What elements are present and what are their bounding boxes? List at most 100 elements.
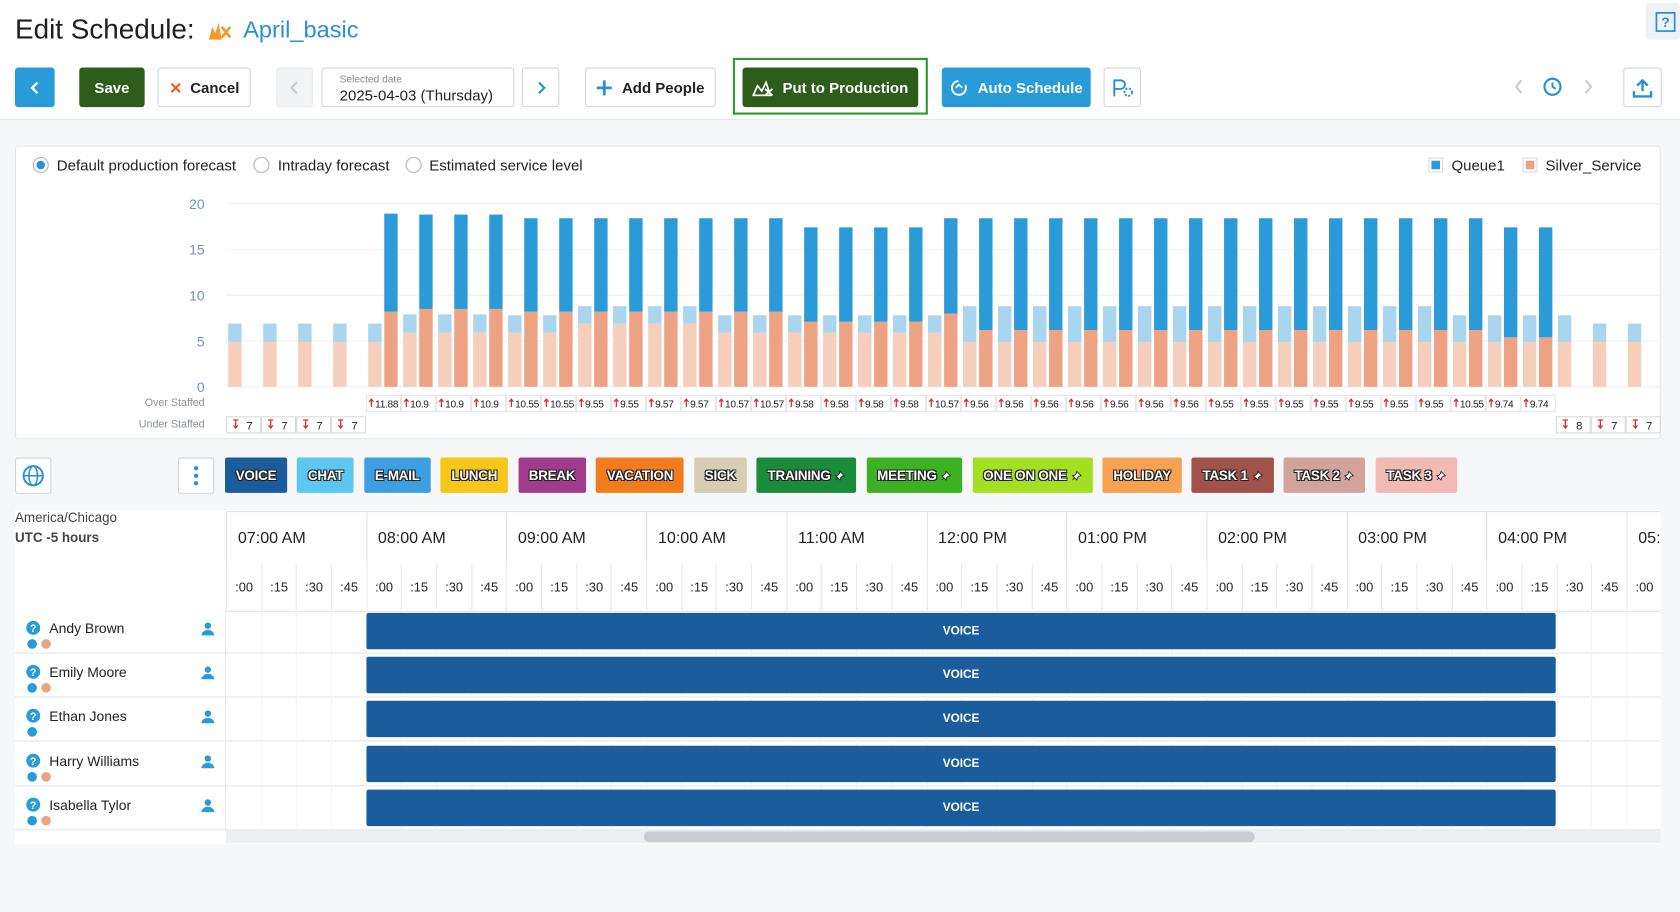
activity-chip[interactable]: TRAINING	[756, 457, 857, 493]
person-name[interactable]: Andy Brown	[49, 620, 125, 637]
minute-label: :15	[1101, 563, 1136, 611]
under-staffed-box	[1555, 416, 1591, 434]
shift-bar[interactable]: VOICE	[366, 701, 1556, 738]
schedule-name[interactable]: April_basic	[243, 16, 359, 43]
help-icon-mark: ?	[30, 667, 37, 679]
person-row: ? Andy Brown VOICE	[15, 609, 1661, 654]
forecast-option-label: Intraday forecast	[277, 156, 390, 174]
row-divider	[225, 697, 227, 742]
export-button[interactable]	[1623, 67, 1662, 108]
put-to-production-label: Put to Production	[782, 78, 909, 96]
minute-label: :00	[366, 563, 401, 611]
highlight-box	[732, 57, 928, 115]
back-button[interactable]	[15, 67, 55, 108]
hour-label: 05:00 PM	[1626, 512, 1661, 564]
up-arrow	[928, 398, 934, 408]
user-body	[201, 762, 215, 768]
activity-chip[interactable]: CHAT	[297, 457, 355, 493]
forecast-bar	[963, 341, 977, 387]
minute-label: :30	[1276, 563, 1311, 611]
person-name[interactable]: Harry Williams	[49, 752, 140, 769]
activity-chip[interactable]: LUNCH	[440, 457, 508, 493]
settings-button[interactable]	[1103, 67, 1142, 108]
forecast-bar	[1137, 306, 1152, 342]
forecast-option[interactable]: Default production forecast	[32, 155, 236, 174]
activity-chip[interactable]: HOLIDAY	[1102, 457, 1182, 493]
minute-label: :00	[1066, 563, 1101, 611]
person-name[interactable]: Ethan Jones	[49, 708, 127, 725]
under-staffed-box	[331, 416, 367, 434]
scheduled-bar	[1538, 227, 1553, 338]
pin-shape	[1344, 470, 1355, 481]
slot-line	[1626, 786, 1628, 831]
timezone-button[interactable]	[15, 457, 52, 494]
forecast-bar	[893, 315, 907, 333]
scheduled-bar	[1154, 329, 1168, 387]
up-arrow	[368, 398, 375, 408]
auto-schedule-button[interactable]: Auto Schedule	[941, 67, 1091, 108]
add-people-button[interactable]: Add People	[585, 67, 716, 108]
activity-chip[interactable]: E-MAIL	[364, 457, 431, 493]
forecast-bar	[1382, 341, 1397, 387]
scheduled-bar	[559, 311, 573, 387]
activity-chip[interactable]: TASK 1	[1191, 457, 1274, 493]
activity-chip[interactable]: BREAK	[518, 457, 587, 493]
more-button[interactable]	[177, 457, 215, 494]
help-button[interactable]: ?	[1645, 3, 1680, 40]
timezone-name: America/Chicago	[15, 510, 117, 526]
up-arrow	[1033, 398, 1039, 408]
minute-label: :00	[646, 563, 681, 611]
shift-bar[interactable]: VOICE	[366, 789, 1556, 826]
over-staffed-box	[785, 394, 821, 412]
forecast-bar	[1172, 306, 1187, 342]
hour-label: 12:00 PM	[926, 512, 1066, 564]
scrollbar-thumb[interactable]	[643, 831, 1255, 843]
shift-bar[interactable]: VOICE	[366, 612, 1556, 650]
under-staffed-label: Under Staffed	[139, 419, 205, 431]
next-date-button[interactable]	[521, 67, 560, 108]
activity-chip[interactable]: VACATION	[596, 457, 684, 493]
up-arrow	[893, 398, 899, 408]
forecast-bar	[753, 315, 767, 333]
over-staffed-box	[506, 394, 541, 412]
forecast-bar	[928, 315, 942, 333]
activity-chip[interactable]: VOICE	[225, 457, 288, 493]
date-picker[interactable]: Selected date 2025-04-03 (Thursday)	[321, 67, 515, 108]
activity-chip[interactable]: MEETING	[866, 457, 963, 493]
activity-chip[interactable]: TASK 2	[1283, 457, 1366, 493]
slot-line	[1556, 786, 1558, 831]
scrollbar[interactable]	[226, 830, 1661, 844]
over-staffed-value: 9.56	[1180, 400, 1199, 411]
person-name[interactable]: Isabella Tylor	[49, 796, 132, 813]
cancel-button[interactable]: Cancel	[157, 67, 251, 108]
activity-chip[interactable]: TASK 3	[1375, 457, 1458, 493]
scheduled-bar	[769, 218, 783, 312]
forecast-option[interactable]: Intraday forecast	[253, 155, 390, 174]
activity-chip[interactable]: SICK	[694, 457, 747, 493]
radio	[253, 156, 270, 174]
add-people-label: Add People	[621, 78, 705, 96]
y-tick-label: 15	[189, 242, 205, 258]
save-button[interactable]: Save	[79, 67, 145, 108]
put-to-production-button[interactable]: Put to Production	[742, 67, 919, 108]
shift-bar[interactable]: VOICE	[366, 745, 1556, 782]
activity-chip[interactable]: ONE ON ONE	[972, 457, 1093, 493]
hour-label: 11:00 AM	[786, 512, 926, 564]
pin-icon	[1436, 470, 1447, 481]
over-staffed-box	[820, 394, 856, 412]
forecast-bar	[1312, 341, 1327, 387]
person-name[interactable]: Emily Moore	[49, 664, 127, 681]
down-arrow	[233, 419, 239, 430]
forecast-option[interactable]: Estimated service level	[405, 155, 583, 174]
forecast-bar	[788, 332, 802, 387]
minute-label: :15	[401, 563, 436, 611]
forecast-options: Default production forecast Intraday fore…	[32, 155, 583, 174]
shift-bar[interactable]: VOICE	[366, 656, 1556, 694]
up-arrow	[1418, 398, 1424, 408]
scheduled-bar	[629, 218, 643, 312]
minute-label: :45	[1591, 563, 1626, 611]
row-divider	[225, 653, 227, 698]
scheduled-bar	[1189, 218, 1203, 330]
minute-label: :00	[786, 563, 821, 611]
forecast-bar	[1592, 323, 1607, 342]
